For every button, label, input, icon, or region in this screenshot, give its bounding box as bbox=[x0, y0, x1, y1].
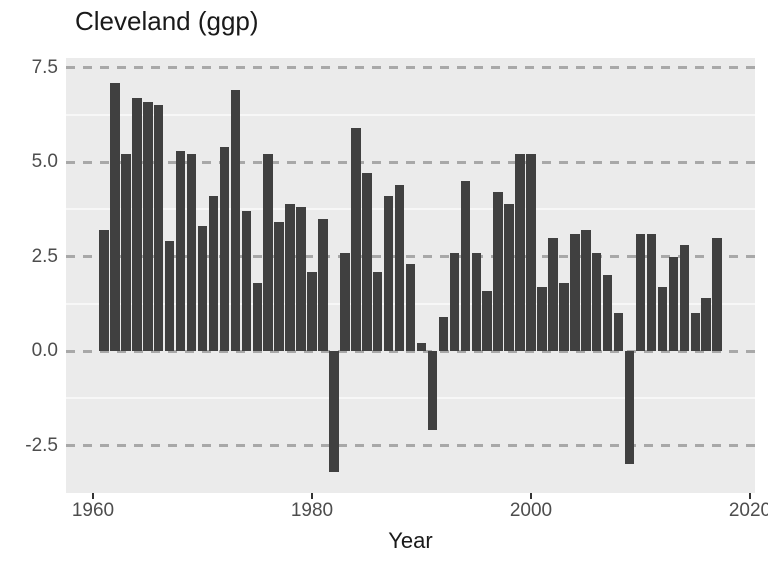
y-tick-label: 0.0 bbox=[31, 340, 58, 361]
bar-2017 bbox=[712, 237, 722, 351]
plot-panel bbox=[66, 58, 755, 493]
bar-2012 bbox=[657, 286, 668, 351]
bar-1989 bbox=[405, 264, 416, 351]
x-tick-mark bbox=[91, 493, 95, 499]
minor-gridline bbox=[66, 113, 755, 116]
x-tick-mark bbox=[310, 493, 314, 499]
x-tick-label: 1980 bbox=[290, 500, 334, 521]
bar-2015 bbox=[690, 313, 700, 351]
bar-1982 bbox=[329, 351, 339, 472]
bar-1985 bbox=[362, 173, 372, 351]
bar-1988 bbox=[394, 184, 405, 351]
bar-1983 bbox=[340, 252, 350, 351]
bar-2013 bbox=[668, 256, 679, 351]
x-tick-label: 2000 bbox=[509, 500, 553, 521]
bar-1986 bbox=[372, 271, 383, 351]
bar-1999 bbox=[515, 154, 525, 351]
bar-1971 bbox=[208, 196, 219, 351]
bar-1964 bbox=[132, 97, 142, 351]
bar-1995 bbox=[471, 252, 481, 351]
bar-1976 bbox=[263, 154, 273, 351]
bar-1977 bbox=[274, 222, 284, 351]
y-tick-label: 7.5 bbox=[31, 56, 58, 78]
bar-2001 bbox=[537, 286, 547, 351]
bar-1978 bbox=[285, 203, 295, 351]
minor-gridline bbox=[66, 397, 755, 400]
bar-1992 bbox=[438, 316, 449, 351]
bar-1984 bbox=[351, 127, 361, 351]
major-gridline bbox=[66, 66, 755, 69]
bar-1994 bbox=[460, 180, 471, 351]
bar-1993 bbox=[449, 252, 460, 351]
x-tick-mark bbox=[529, 493, 533, 499]
bar-1968 bbox=[175, 150, 186, 351]
bar-1990 bbox=[416, 343, 427, 351]
bar-1975 bbox=[252, 282, 262, 351]
major-gridline bbox=[66, 444, 755, 447]
bar-1967 bbox=[164, 241, 175, 351]
bar-2005 bbox=[581, 230, 591, 351]
y-tick-label: -2.5 bbox=[25, 434, 58, 456]
bar-1966 bbox=[153, 105, 164, 351]
bar-1963 bbox=[121, 154, 131, 351]
bar-1980 bbox=[307, 271, 317, 351]
bar-2011 bbox=[646, 233, 657, 351]
x-tick-label: 1960 bbox=[71, 500, 115, 521]
bar-2009 bbox=[624, 351, 635, 465]
bar-2006 bbox=[591, 252, 602, 351]
bar-2016 bbox=[701, 298, 711, 351]
bar-2014 bbox=[679, 245, 690, 351]
x-axis-title: Year bbox=[388, 528, 433, 553]
bar-1981 bbox=[318, 218, 328, 351]
x-tick-mark bbox=[748, 493, 752, 499]
y-tick-label: 2.5 bbox=[31, 245, 58, 267]
bar-1974 bbox=[241, 211, 252, 351]
major-gridline bbox=[66, 349, 755, 353]
bar-2003 bbox=[559, 282, 569, 351]
bar-1987 bbox=[383, 196, 394, 351]
bar-1961 bbox=[99, 230, 109, 351]
bar-2007 bbox=[602, 275, 613, 351]
bar-1973 bbox=[230, 90, 241, 351]
bar-1969 bbox=[186, 154, 197, 351]
bar-1997 bbox=[493, 192, 503, 351]
major-gridline bbox=[66, 160, 755, 164]
bar-1996 bbox=[482, 290, 492, 351]
bar-1965 bbox=[143, 101, 153, 351]
bar-2002 bbox=[548, 237, 558, 351]
bar-1998 bbox=[504, 203, 514, 351]
bar-1970 bbox=[197, 226, 208, 351]
bar-1991 bbox=[427, 351, 438, 431]
chart-title: Cleveland (ggp) bbox=[75, 6, 259, 36]
minor-gridline bbox=[66, 208, 755, 211]
major-gridline bbox=[66, 255, 755, 258]
y-tick-label: 5.0 bbox=[31, 151, 58, 172]
bar-2010 bbox=[635, 233, 646, 351]
bar-2000 bbox=[526, 154, 536, 351]
bar-1979 bbox=[296, 207, 306, 351]
bar-1962 bbox=[110, 82, 120, 351]
bar-2008 bbox=[613, 313, 624, 351]
bar-1972 bbox=[219, 146, 230, 351]
bar-2004 bbox=[570, 233, 580, 351]
x-tick-label: 2020 bbox=[728, 500, 768, 521]
